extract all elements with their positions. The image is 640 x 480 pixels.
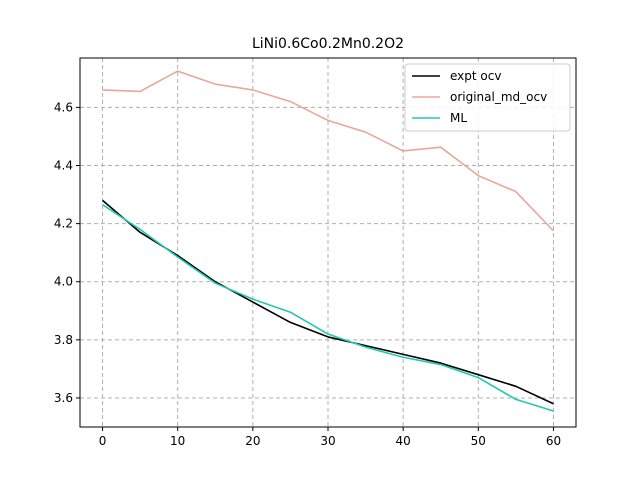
legend-label: original_md_ocv	[450, 90, 547, 104]
series-line-expt-ocv	[102, 199, 554, 405]
y-tick-label: 4.4	[54, 159, 73, 173]
series-line-ml	[102, 204, 554, 412]
y-tick-label: 4.6	[54, 100, 73, 114]
x-tick-label: 20	[245, 434, 260, 448]
y-tick-label: 3.6	[54, 391, 73, 405]
x-tick-label: 50	[471, 434, 486, 448]
y-tick-label: 4.0	[54, 275, 73, 289]
x-tick-label: 60	[546, 434, 561, 448]
legend-label: expt ocv	[450, 69, 501, 83]
legend-label: ML	[450, 111, 467, 125]
x-tick-label: 40	[396, 434, 411, 448]
x-tick-label: 10	[170, 434, 185, 448]
series-line-original-md-ocv	[102, 70, 555, 232]
series-lines	[102, 70, 555, 412]
y-tick-label: 3.8	[54, 333, 73, 347]
x-tick-label: 30	[320, 434, 335, 448]
chart-title: LiNi0.6Co0.2Mn0.2O2	[252, 36, 404, 52]
legend: expt ocv original_md_ocv ML	[404, 63, 571, 132]
y-tick-label: 4.2	[54, 217, 73, 231]
axis-ticks: 0 10 20 30 40 50 60 3.6 3.8 4.0 4.2 4.4 4.6	[54, 100, 561, 448]
x-tick-label: 0	[99, 434, 107, 448]
legend-box	[404, 63, 571, 132]
